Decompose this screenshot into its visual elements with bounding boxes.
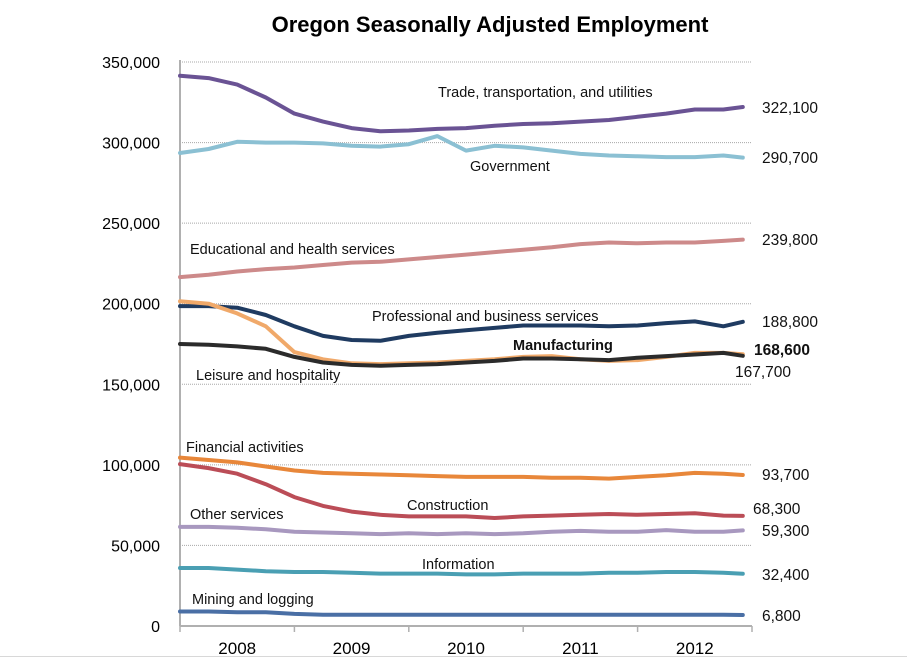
x-tick-label: 2012 bbox=[676, 639, 714, 658]
series-name-label: Other services bbox=[190, 507, 283, 523]
series-name-label: Mining and logging bbox=[192, 592, 314, 608]
series-end-value-label: 188,800 bbox=[762, 314, 818, 331]
series-line bbox=[178, 73, 745, 134]
x-tick-label: 2010 bbox=[447, 639, 485, 658]
series-end-value-label: 239,800 bbox=[762, 232, 818, 249]
series-line bbox=[178, 237, 745, 280]
x-tick-label: 2011 bbox=[562, 639, 599, 658]
series-name-label: Construction bbox=[407, 498, 488, 514]
series-line bbox=[178, 455, 745, 481]
series-end-value-label: 59,300 bbox=[762, 523, 810, 540]
y-tick-label: 100,000 bbox=[102, 458, 160, 475]
chart-title: Oregon Seasonally Adjusted Employment bbox=[272, 12, 710, 37]
series-name-label: Information bbox=[422, 557, 495, 573]
series-name-label: Leisure and hospitality bbox=[196, 368, 341, 384]
series-lines bbox=[178, 73, 745, 617]
y-axis: 0 50,000 100,000 150,000 200,000 250,000 300,0… bbox=[102, 55, 181, 636]
series-end-value-label: 68,300 bbox=[753, 501, 801, 518]
series-end-value-label: 290,700 bbox=[762, 150, 818, 167]
series-end-value-label: 32,400 bbox=[762, 567, 810, 584]
series-name-label: Financial activities bbox=[186, 440, 304, 456]
y-tick-label: 50,000 bbox=[111, 538, 160, 555]
y-tick-label: 250,000 bbox=[102, 216, 160, 233]
series-end-value-label: 322,100 bbox=[762, 100, 818, 117]
x-axis: 2008 2009 2010 2011 2012 bbox=[179, 625, 753, 658]
series-name-label: Trade, transportation, and utilities bbox=[438, 85, 653, 101]
series-line bbox=[178, 134, 745, 160]
series-line bbox=[178, 566, 745, 577]
series-line bbox=[178, 304, 745, 343]
series-end-value-label: 167,700 bbox=[735, 364, 791, 381]
series-line bbox=[178, 524, 745, 537]
series-end-value-label: 168,600 bbox=[754, 342, 810, 359]
series-line bbox=[178, 342, 745, 368]
y-tick-label: 0 bbox=[151, 619, 160, 636]
x-tick-label: 2009 bbox=[333, 639, 371, 658]
series-end-value-label: 6,800 bbox=[762, 608, 801, 625]
y-tick-label: 300,000 bbox=[102, 136, 160, 153]
y-tick-label: 150,000 bbox=[102, 377, 160, 394]
x-tick-label: 2008 bbox=[218, 639, 256, 658]
series-name-label: Educational and health services bbox=[190, 242, 395, 258]
series-line bbox=[178, 462, 745, 520]
gridlines bbox=[180, 61, 752, 546]
series-name-label: Manufacturing bbox=[513, 338, 613, 354]
series-name-label: Government bbox=[470, 159, 550, 175]
series-name-label: Professional and business services bbox=[372, 309, 598, 325]
bottom-divider bbox=[0, 656, 907, 657]
series-end-value-label: 93,700 bbox=[762, 467, 810, 484]
y-tick-label: 350,000 bbox=[102, 55, 160, 72]
series-labels: Trade, transportation, and utilities 322,… bbox=[186, 85, 818, 625]
series-line bbox=[178, 609, 745, 617]
y-tick-label: 200,000 bbox=[102, 297, 160, 314]
